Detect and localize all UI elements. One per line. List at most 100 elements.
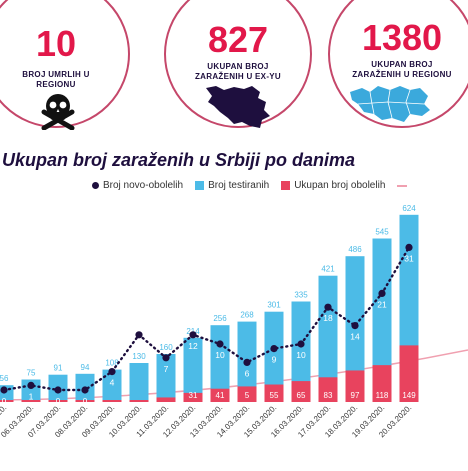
total-bar	[75, 400, 95, 402]
tested-value-label: 160	[159, 343, 173, 352]
tested-value-label: 268	[240, 311, 254, 320]
tested-bar	[156, 354, 176, 402]
tested-value-label: 130	[132, 352, 146, 361]
region-map-icon	[350, 86, 430, 122]
total-value-label: 149	[402, 391, 416, 400]
total-value-label: 83	[324, 391, 333, 400]
total-bar	[0, 400, 14, 402]
new-cases-value-label: 21	[377, 299, 387, 309]
total-value-label: 97	[351, 391, 360, 400]
tested-value-label: 335	[294, 291, 308, 300]
tested-bar	[183, 337, 203, 402]
legend-label: Broj novo-obolelih	[103, 180, 184, 191]
stat-card-exyu: 827 UKUPAN BROJ ZARAŽENIH U EX-YU	[164, 0, 312, 128]
chart-plot: 5605.03.2020.7506.03.2020.9107.03.2020.9…	[0, 204, 468, 439]
new-cases-value-label: 6	[245, 368, 250, 378]
tested-bar	[129, 363, 149, 402]
new-cases-point	[297, 340, 305, 348]
new-cases-point	[108, 368, 116, 376]
total-bar	[48, 400, 68, 402]
tested-value-label: 486	[348, 245, 362, 254]
tested-bar	[318, 275, 338, 402]
new-cases-point	[216, 340, 224, 348]
legend-item-new-cases: Broj novo-obolelih	[92, 180, 183, 191]
stat-value: 10	[35, 23, 77, 64]
tested-value-label: 624	[402, 204, 416, 213]
new-cases-point	[324, 303, 332, 311]
new-cases-value-label: 10	[215, 350, 225, 360]
total-bar	[345, 370, 365, 402]
new-cases-value-label: 0	[2, 396, 7, 406]
total-bar	[318, 377, 338, 402]
new-cases-point	[351, 322, 359, 330]
new-cases-point	[378, 289, 386, 297]
new-cases-value-label: 18	[323, 313, 333, 323]
trend-line	[0, 349, 468, 401]
stat-card-region: 1380 UKUPAN BROJ ZARAŽENIH U REGIONU	[328, 0, 468, 128]
total-value-label: 55	[270, 391, 279, 400]
legend-swatch	[281, 181, 291, 190]
tested-value-label: 545	[375, 228, 389, 237]
tested-bar	[102, 369, 122, 402]
ex-yu-map-icon	[206, 86, 270, 128]
tested-bar	[291, 301, 311, 402]
new-cases-value-label: 9	[272, 355, 277, 365]
total-bar	[102, 400, 122, 402]
new-cases-value-label: 10	[296, 350, 306, 360]
total-value-label: 118	[376, 391, 389, 400]
tested-value-label: 301	[267, 301, 281, 310]
new-cases-point	[54, 386, 62, 394]
stat-label: BROJ UMRLIH U REGIONU	[22, 70, 90, 89]
new-cases-value-label: 7	[164, 364, 169, 374]
new-cases-point	[135, 331, 143, 339]
new-cases-value-label: 14	[350, 332, 360, 342]
new-cases-point	[27, 381, 35, 389]
legend-label: Ukupan broj obolelih	[294, 180, 386, 191]
legend-item-tested: Broj testiranih	[195, 180, 269, 191]
new-cases-value-label: 31	[404, 253, 414, 263]
new-cases-point	[270, 345, 278, 353]
stat-label: UKUPAN BROJ ZARAŽENIH U REGIONU	[352, 60, 452, 79]
new-cases-value-label: 4	[110, 378, 115, 388]
new-cases-point	[405, 243, 413, 251]
new-cases-point	[189, 331, 197, 339]
tested-value-label: 75	[27, 369, 36, 378]
new-cases-value-label: 1	[29, 391, 34, 401]
new-cases-point	[81, 386, 89, 394]
chart-title: Ukupan broj zaraženih u Srbiji po danima	[2, 150, 356, 170]
tested-value-label: 56	[0, 374, 9, 383]
chart-legend: Broj novo-obolelih Broj testiranih Ukupa…	[92, 180, 408, 191]
legend-trend-swatch	[397, 184, 408, 187]
stat-value: 1380	[361, 17, 443, 58]
legend-swatch	[92, 182, 99, 189]
total-bar	[210, 388, 230, 402]
legend-item-total: Ukupan broj obolelih	[281, 180, 385, 191]
stat-value: 827	[207, 19, 269, 60]
tested-bar	[264, 311, 284, 402]
total-bar	[156, 397, 176, 402]
total-bar	[372, 365, 392, 402]
stat-label: UKUPAN BROJ ZARAŽENIH U EX-YU	[195, 62, 281, 81]
tested-bar	[21, 379, 41, 402]
total-bar	[129, 400, 149, 402]
new-cases-point	[162, 354, 170, 362]
total-value-label: 5	[245, 391, 250, 400]
total-bar	[291, 381, 311, 402]
total-bar	[399, 345, 419, 402]
stat-card-deaths: 10 BROJ UMRLIH U REGIONU	[0, 0, 130, 130]
total-bar	[264, 384, 284, 402]
new-cases-point	[243, 358, 251, 366]
total-bar	[21, 400, 41, 402]
skull-crossbones-icon	[41, 94, 75, 130]
new-cases-value-label: 12	[134, 341, 144, 351]
tested-value-label: 256	[213, 314, 227, 323]
new-cases-value-label: 12	[188, 341, 198, 351]
new-cases-point	[0, 386, 8, 394]
tested-bar	[210, 325, 230, 402]
new-cases-value-label: 0	[56, 396, 61, 406]
new-cases-line	[2, 246, 411, 392]
total-value-label: 41	[216, 391, 225, 400]
legend-swatch	[195, 181, 205, 190]
tested-value-label: 421	[321, 265, 335, 274]
tested-value-label: 108	[105, 359, 119, 368]
